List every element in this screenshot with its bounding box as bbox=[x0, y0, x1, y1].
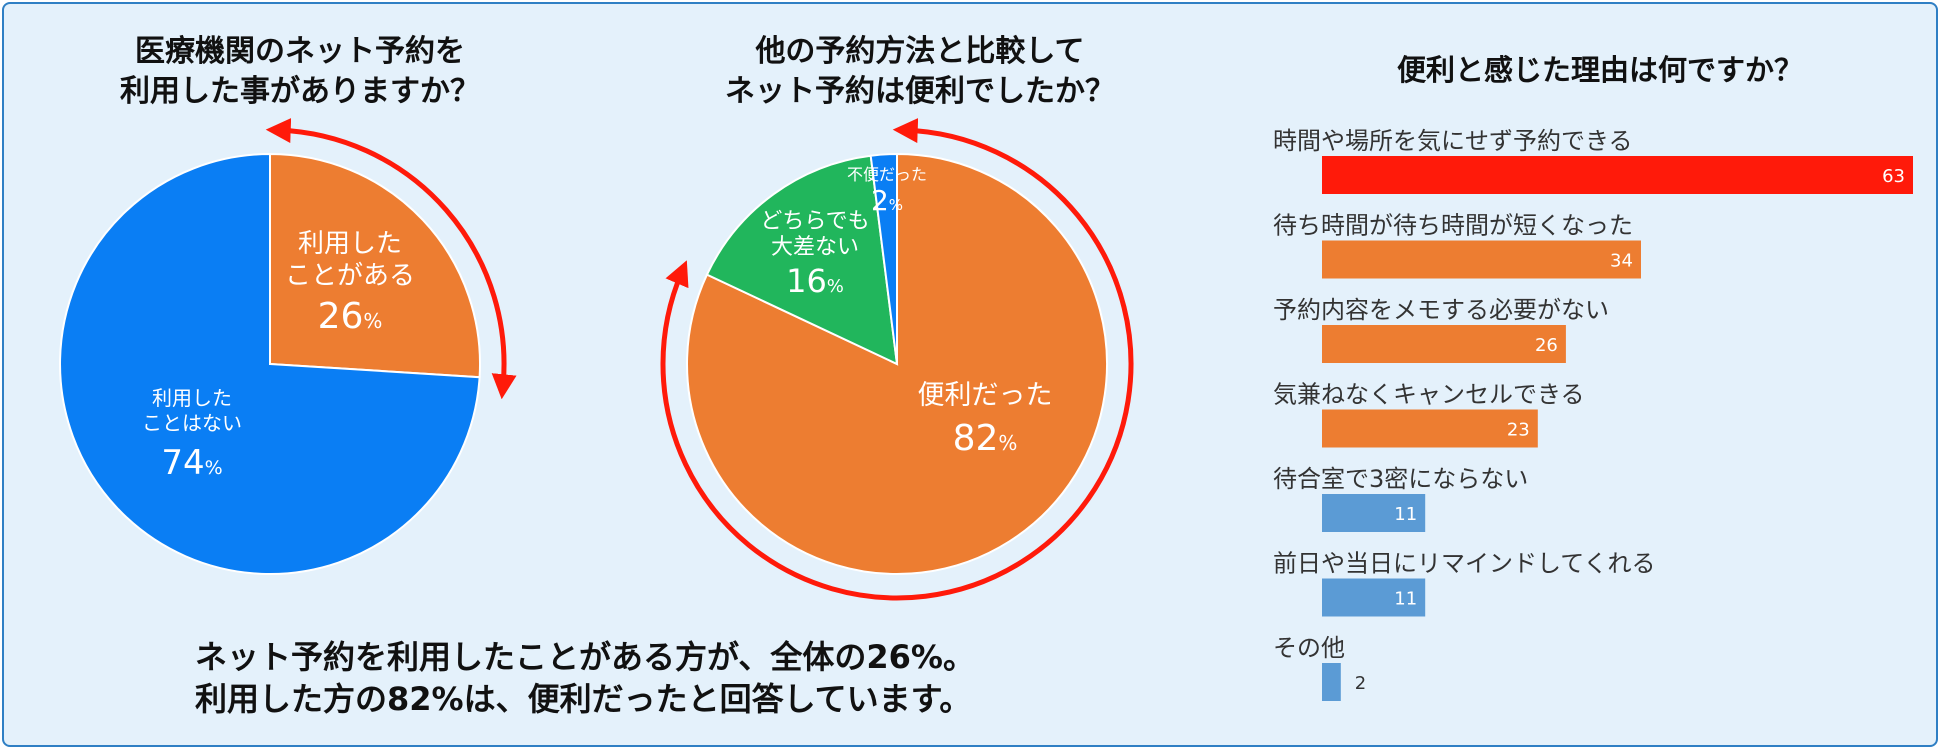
bar-5 bbox=[1322, 578, 1426, 617]
pie1-title-line2: 利用した事がありますか？ bbox=[120, 74, 480, 109]
bar-title: 便利と感じた理由は何ですか？ bbox=[1396, 53, 1803, 87]
summary-text: ネット予約を利用したことがある方が、全体の26%。 利用した方の82%は、便利だ… bbox=[195, 636, 975, 720]
bar-category-label: その他 bbox=[1273, 634, 1345, 662]
bar-6 bbox=[1322, 663, 1341, 701]
summary-line2: 利用した方の82%は、便利だったと回答しています。 bbox=[195, 680, 972, 718]
bar-value-label: 11 bbox=[1394, 504, 1417, 525]
bar-value-label: 2 bbox=[1355, 673, 1366, 694]
bar-3 bbox=[1322, 409, 1538, 448]
pie1-slice-label: 利用した bbox=[152, 386, 232, 410]
pie1-slice-pct: 74% bbox=[161, 443, 222, 483]
pie2-slice-pct: 16% bbox=[786, 262, 844, 300]
pie2-slice-pct: 2% bbox=[871, 184, 903, 217]
pie2-title: 他の予約方法と比較して ネット予約は便利でしたか？ bbox=[660, 32, 1180, 112]
bar-1 bbox=[1322, 240, 1641, 279]
pie2-slice-label: 便利だった bbox=[918, 380, 1053, 411]
pie1-title: 医療機関のネット予約を 利用した事がありますか？ bbox=[40, 32, 560, 112]
bar-category-label: 待合室で3密にならない bbox=[1273, 465, 1528, 493]
pie2-slice-label: どちらでも bbox=[760, 209, 869, 234]
pie2-slice-label: 不便だった bbox=[847, 165, 927, 184]
bar-category-label: 待ち時間が待ち時間が短くなった bbox=[1273, 212, 1633, 240]
pie1-slice-label: ことはない bbox=[142, 411, 242, 435]
pie2-arrow bbox=[660, 118, 1134, 601]
pie1-slice-label: ことがある bbox=[285, 261, 415, 291]
bar-4 bbox=[1322, 494, 1426, 532]
bar-value-label: 11 bbox=[1394, 589, 1417, 610]
pie2-slice-label: 大差ない bbox=[771, 235, 859, 260]
pie2-title-line1: 他の予約方法と比較して bbox=[755, 34, 1085, 69]
bar-value-label: 23 bbox=[1507, 420, 1530, 441]
pie2-slice-pct: 82% bbox=[953, 418, 1018, 459]
bar-category-label: 予約内容をメモする必要がない bbox=[1273, 296, 1609, 324]
bar-value-label: 26 bbox=[1535, 335, 1558, 356]
pie1-slice-label: 利用した bbox=[298, 229, 402, 259]
bar-category-label: 前日や当日にリマインドしてくれる bbox=[1273, 550, 1656, 578]
pie1-title-line1: 医療機関のネット予約を bbox=[135, 34, 465, 69]
pie1-arrow bbox=[265, 118, 517, 400]
bar-0 bbox=[1322, 156, 1913, 194]
summary-line1: ネット予約を利用したことがある方が、全体の26%。 bbox=[195, 638, 975, 676]
bar-value-label: 34 bbox=[1610, 251, 1633, 272]
pie1-slice-pct: 26% bbox=[318, 296, 383, 337]
pie2-title-line2: ネット予約は便利でしたか？ bbox=[725, 74, 1115, 109]
bar-value-label: 63 bbox=[1882, 166, 1905, 187]
bar-category-label: 気兼ねなくキャンセルできる bbox=[1273, 381, 1585, 409]
bar-2 bbox=[1322, 325, 1566, 363]
bar-category-label: 時間や場所を気にせず予約できる bbox=[1273, 127, 1633, 155]
